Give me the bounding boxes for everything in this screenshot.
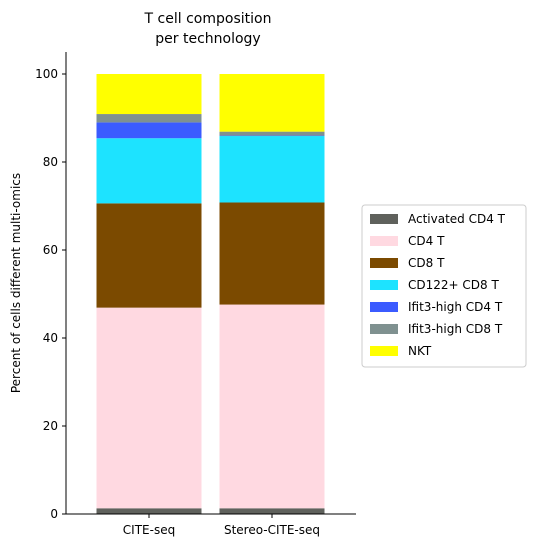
bar-segment — [97, 74, 202, 114]
y-axis-label: Percent of cells different multi-omics — [9, 173, 23, 393]
legend-label: CD122+ CD8 T — [408, 278, 499, 292]
y-tick-label: 40 — [43, 331, 58, 345]
bar-segment — [220, 202, 325, 304]
bar-segment — [220, 508, 325, 514]
y-tick-label: 80 — [43, 155, 58, 169]
bar-segment — [220, 305, 325, 509]
bar-segment — [97, 508, 202, 514]
legend-swatch — [370, 214, 398, 224]
y-tick-label: 0 — [50, 507, 58, 521]
bar-segment — [97, 203, 202, 307]
legend-label: CD8 T — [408, 256, 445, 270]
legend-label: Ifit3-high CD4 T — [408, 300, 503, 314]
legend-swatch — [370, 324, 398, 334]
bar-segment — [97, 122, 202, 138]
legend-label: Activated CD4 T — [408, 212, 506, 226]
bar-segment — [97, 308, 202, 509]
legend-swatch — [370, 346, 398, 356]
x-tick-label: Stereo-CITE-seq — [224, 523, 320, 537]
legend-swatch — [370, 280, 398, 290]
legend-swatch — [370, 236, 398, 246]
bar-segment — [97, 114, 202, 122]
legend-label: Ifit3-high CD8 T — [408, 322, 503, 336]
legend-swatch — [370, 302, 398, 312]
bar-segment — [220, 74, 325, 132]
legend-label: CD4 T — [408, 234, 445, 248]
y-tick-label: 20 — [43, 419, 58, 433]
bar-segment — [220, 132, 325, 136]
y-tick-label: 100 — [35, 67, 58, 81]
bar-segment — [97, 138, 202, 203]
bar-segment — [220, 136, 325, 202]
legend-swatch — [370, 258, 398, 268]
x-tick-label: CITE-seq — [123, 523, 175, 537]
y-tick-label: 60 — [43, 243, 58, 257]
legend-label: NKT — [408, 344, 432, 358]
